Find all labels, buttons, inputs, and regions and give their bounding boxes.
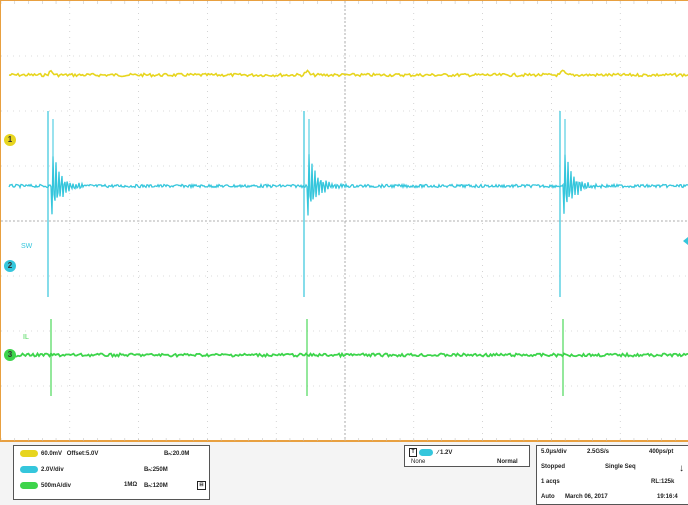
timebase: 5.0μs/div [541,449,567,455]
time: 19:16:4 [657,494,678,500]
ch2-offscreen-arrow [683,237,688,245]
sequence-mode: Single Seq [605,464,636,470]
acquisition-count: 1 acqs [541,479,560,485]
date: March 06, 2017 [565,494,608,500]
trigger-level: 1.2V [440,450,452,456]
ch2-bandwidth: Bₙ:250M [144,466,168,473]
waveform-plot [1,1,688,441]
ch2-marker[interactable]: 2 [4,260,16,272]
sample-rate: 2.5GS/s [587,449,609,455]
ch3-trace [9,354,688,357]
deskew-icon[interactable]: ⊟ [197,481,206,490]
ch3-coupling: 1MΩ [124,482,137,488]
waveform-display[interactable]: 1 2 3 SW IL [0,0,688,442]
resolution: 400ps/pt [649,449,673,455]
acquisition-panel: 5.0μs/div 2.5GS/s 400ps/pt Stopped Singl… [536,445,688,505]
ch2-badge [20,466,38,473]
ch1-marker[interactable]: 1 [4,134,16,146]
ch3-badge [20,482,38,489]
trigger-type: None [411,459,425,465]
ch1-offset: Offset:5.0V [67,451,99,457]
record-length: RL:125k [651,479,674,485]
channel-settings-panel: 60.0mV Offset:5.0V Bₙ:20.0M 2.0V/div Bₙ:… [13,445,210,500]
ch3-marker[interactable]: 3 [4,349,16,361]
ch3-settings[interactable]: 500mA/div [20,482,71,489]
ch3-trace-label: IL [23,334,29,341]
ch2-trace-label: SW [21,243,32,250]
ch1-trace [9,70,688,76]
ch1-badge [20,450,38,457]
trigger-mode: Normal [497,459,518,465]
ch2-trace [9,154,688,215]
rising-edge-icon: ∕ [437,450,438,456]
trigger-icon: T [409,448,417,457]
ch2-settings[interactable]: 2.0V/div [20,466,64,473]
ch2-scale: 2.0V/div [41,467,64,473]
trigger-source-badge [419,449,433,456]
ch1-settings[interactable]: 60.0mV Offset:5.0V [20,450,98,457]
ch1-bandwidth: Bₙ:20.0M [164,450,189,457]
trigger-source: T ∕ 1.2V [409,448,452,457]
ch3-bandwidth: Bₙ:120M [144,482,168,489]
run-state: Stopped [541,464,565,470]
trigger-panel[interactable]: T ∕ 1.2V None Normal [404,445,530,467]
down-arrow-icon: ↓ [679,463,684,474]
auto-label: Auto [541,494,555,500]
status-bar: 60.0mV Offset:5.0V Bₙ:20.0M 2.0V/div Bₙ:… [0,442,688,505]
ch1-scale: 60.0mV [41,451,62,457]
ch3-scale: 500mA/div [41,483,71,489]
